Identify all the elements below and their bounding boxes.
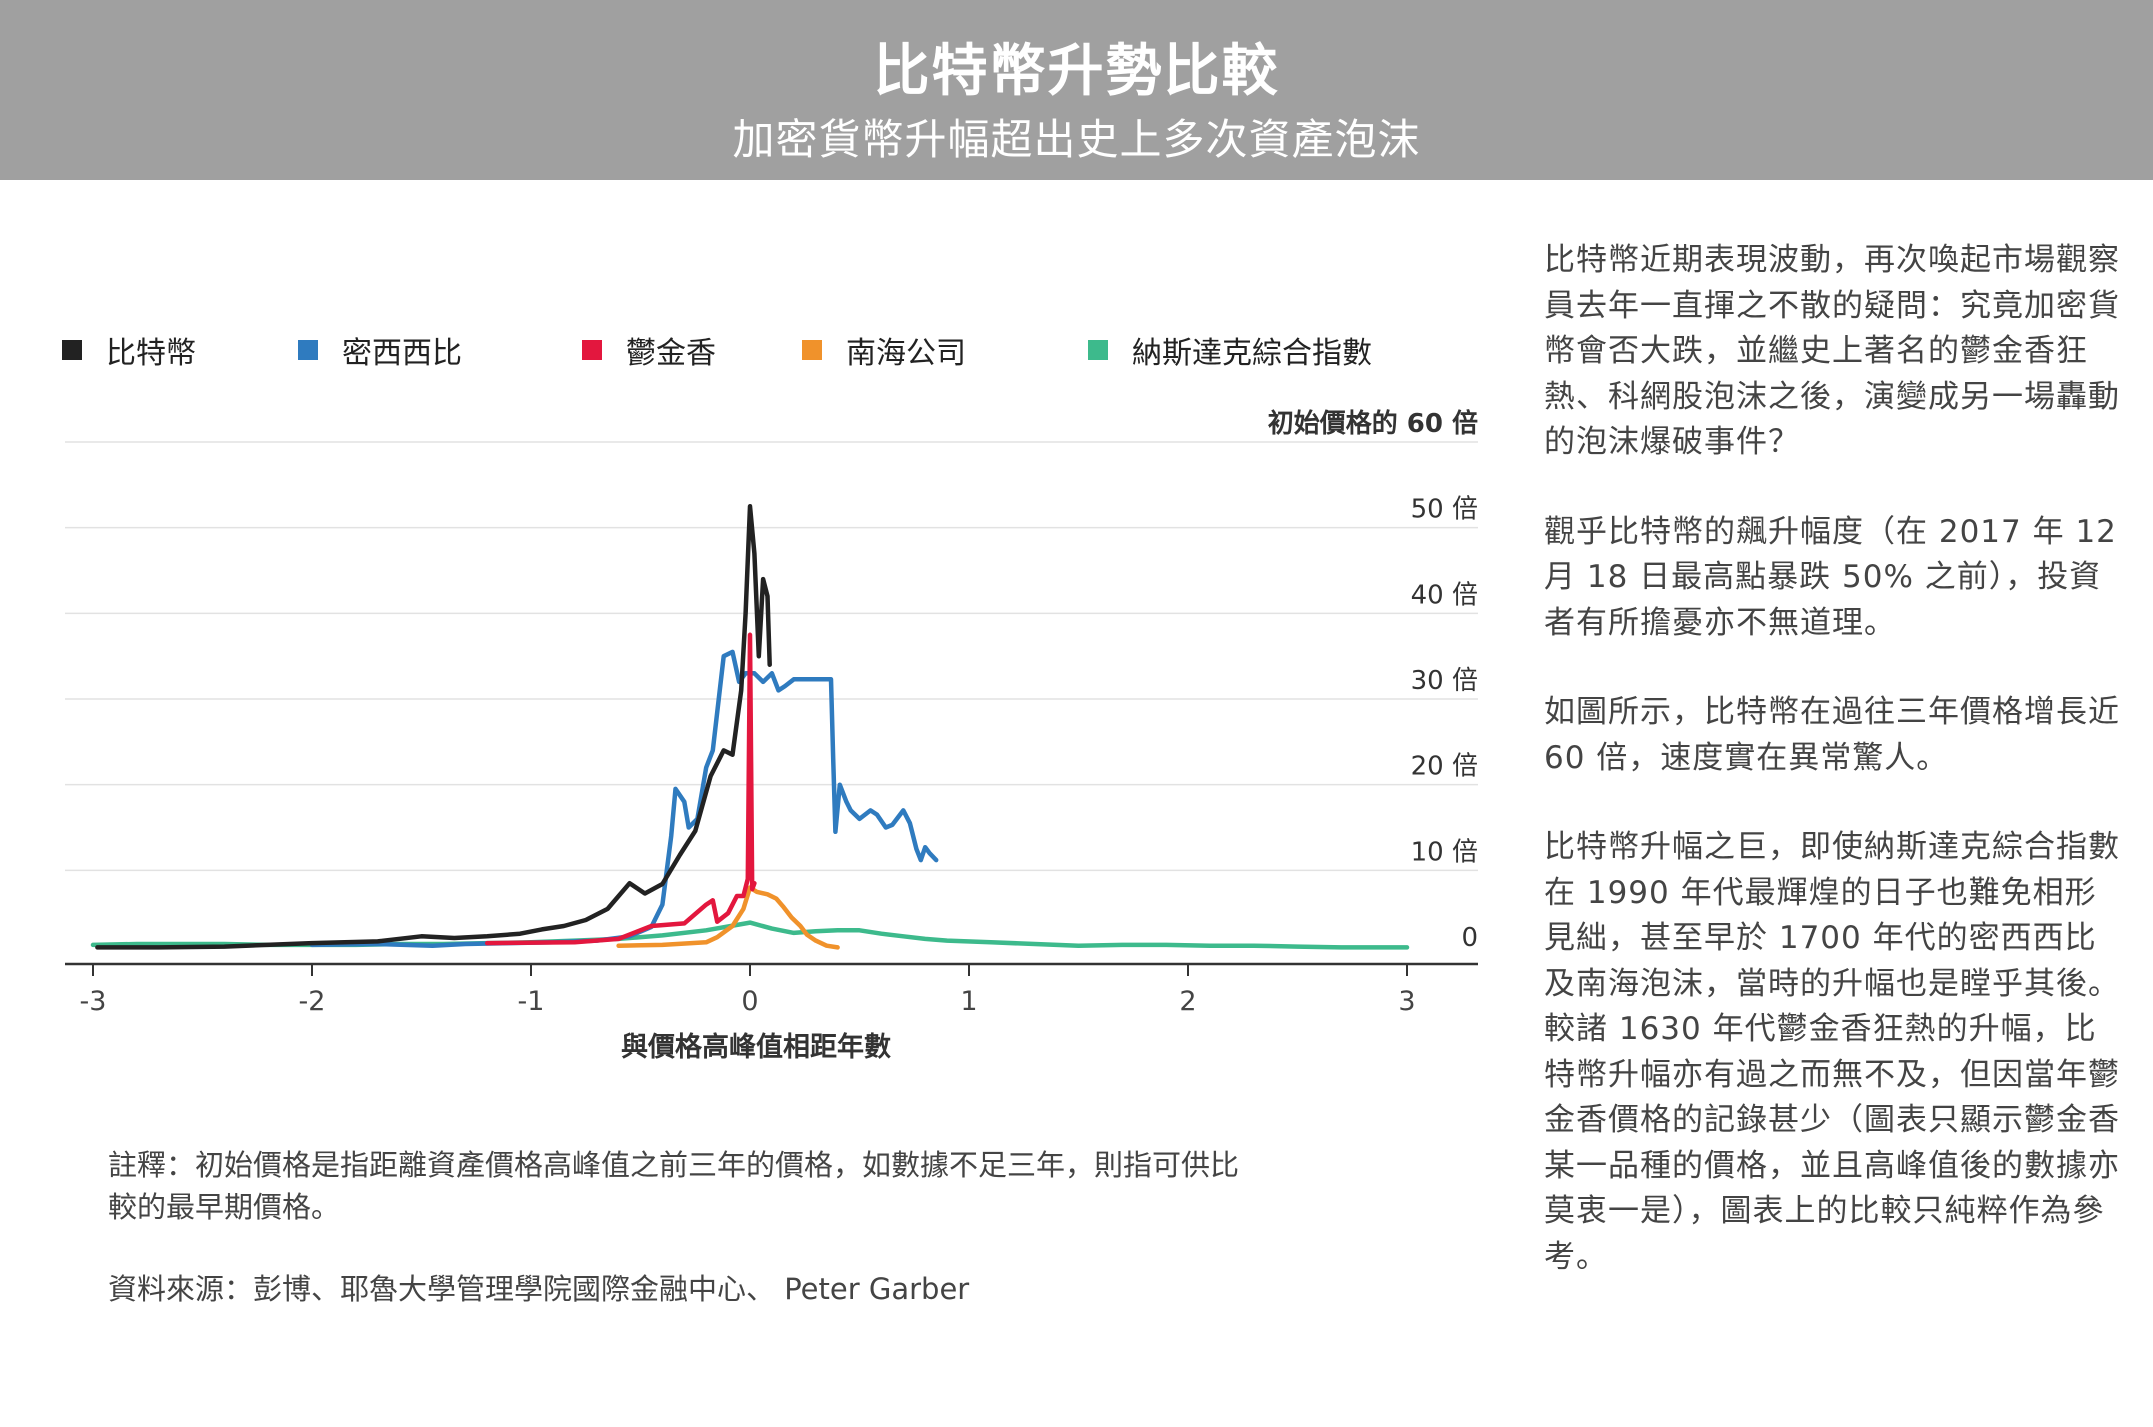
series-line-0 [95, 504, 772, 950]
x-tick-label: 1 [960, 986, 977, 1017]
legend-swatch [802, 340, 822, 360]
legend-swatch [62, 340, 82, 360]
article-paragraph: 如圖所示，比特幣在過往三年價格增長近 60 倍，速度實在異常驚人。 [1544, 694, 2120, 776]
y-tick-label: 0 [1461, 923, 1478, 953]
chart-notes: 註釋：初始價格是指距離資產價格高峰值之前三年的價格，如數據不足三年，則指可供比較… [108, 1144, 1258, 1350]
legend-item-mississippi: 密西西比 [298, 328, 462, 372]
series-line-3 [616, 885, 840, 950]
series-line-2 [484, 632, 757, 946]
article-paragraph: 比特幣近期表現波動，再次喚起市場觀察員去年一直揮之不散的疑問：究竟加密貨幣會否大… [1544, 242, 2120, 460]
legend-label: 密西西比 [342, 336, 462, 371]
legend-label: 南海公司 [846, 336, 966, 371]
page-subtitle: 加密貨幣升幅超出史上多次資產泡沫 [732, 115, 1421, 164]
x-tick-label: -2 [299, 986, 326, 1017]
header-banner: 比特幣升勢比較 加密貨幣升幅超出史上多次資產泡沫 [0, 0, 2153, 180]
legend-label: 比特幣 [106, 336, 196, 371]
legend-item-nasdaq: 納斯達克綜合指數 [1088, 328, 1372, 372]
y-tick-label: 初始價格的 60 倍 [1268, 408, 1478, 439]
x-tick-label: -1 [518, 986, 545, 1017]
legend-swatch [582, 340, 602, 360]
x-tick-label: 3 [1398, 986, 1415, 1017]
legend-item-bitcoin: 比特幣 [62, 328, 196, 372]
y-tick-label: 30 倍 [1411, 666, 1478, 696]
legend-label: 納斯達克綜合指數 [1132, 336, 1372, 371]
article-paragraph: 觀乎比特幣的飆升幅度（在 2017 年 12 月 18 日最高點暴跌 50% 之… [1544, 513, 2117, 641]
x-axis-label: 與價格高峰值相距年數 [621, 1031, 891, 1063]
legend-label: 鬱金香 [626, 336, 716, 371]
page-title: 比特幣升勢比較 [873, 39, 1280, 104]
x-tick-label: -3 [80, 986, 107, 1017]
x-tick-label: 2 [1179, 986, 1196, 1017]
legend-item-tulip: 鬱金香 [582, 328, 716, 372]
series-line-1 [309, 649, 939, 948]
legend-swatch [298, 340, 318, 360]
y-tick-label: 10 倍 [1411, 837, 1478, 867]
article-paragraph: 比特幣升幅之巨，即使納斯達克綜合指數在 1990 年代最輝煌的日子也難免相形見絀… [1544, 829, 2120, 1275]
y-tick-label: 40 倍 [1411, 580, 1478, 610]
legend-swatch [1088, 340, 1108, 360]
footnote: 註釋：初始價格是指距離資產價格高峰值之前三年的價格，如數據不足三年，則指可供比較… [108, 1148, 1240, 1224]
y-tick-label: 20 倍 [1411, 752, 1478, 782]
legend-item-south-sea: 南海公司 [802, 328, 966, 372]
article-text: 比特幣近期表現波動，再次喚起市場觀察員去年一直揮之不散的疑問：究竟加密貨幣會否大… [1544, 238, 2124, 1324]
source-note: 資料來源：彭博、耶魯大學管理學院國際金融中心、 Peter Garber [108, 1272, 970, 1306]
chart-legend: 比特幣 密西西比 鬱金香 南海公司 納斯達克綜合指數 [62, 328, 1462, 378]
x-tick-label: 0 [741, 986, 758, 1017]
line-chart: 0 10 倍 20 倍 30 倍 40 倍 50 倍 初始價格的 60 倍 -3 -2 -1 0 1 2… [65, 408, 1478, 1063]
y-tick-label: 50 倍 [1411, 495, 1478, 525]
